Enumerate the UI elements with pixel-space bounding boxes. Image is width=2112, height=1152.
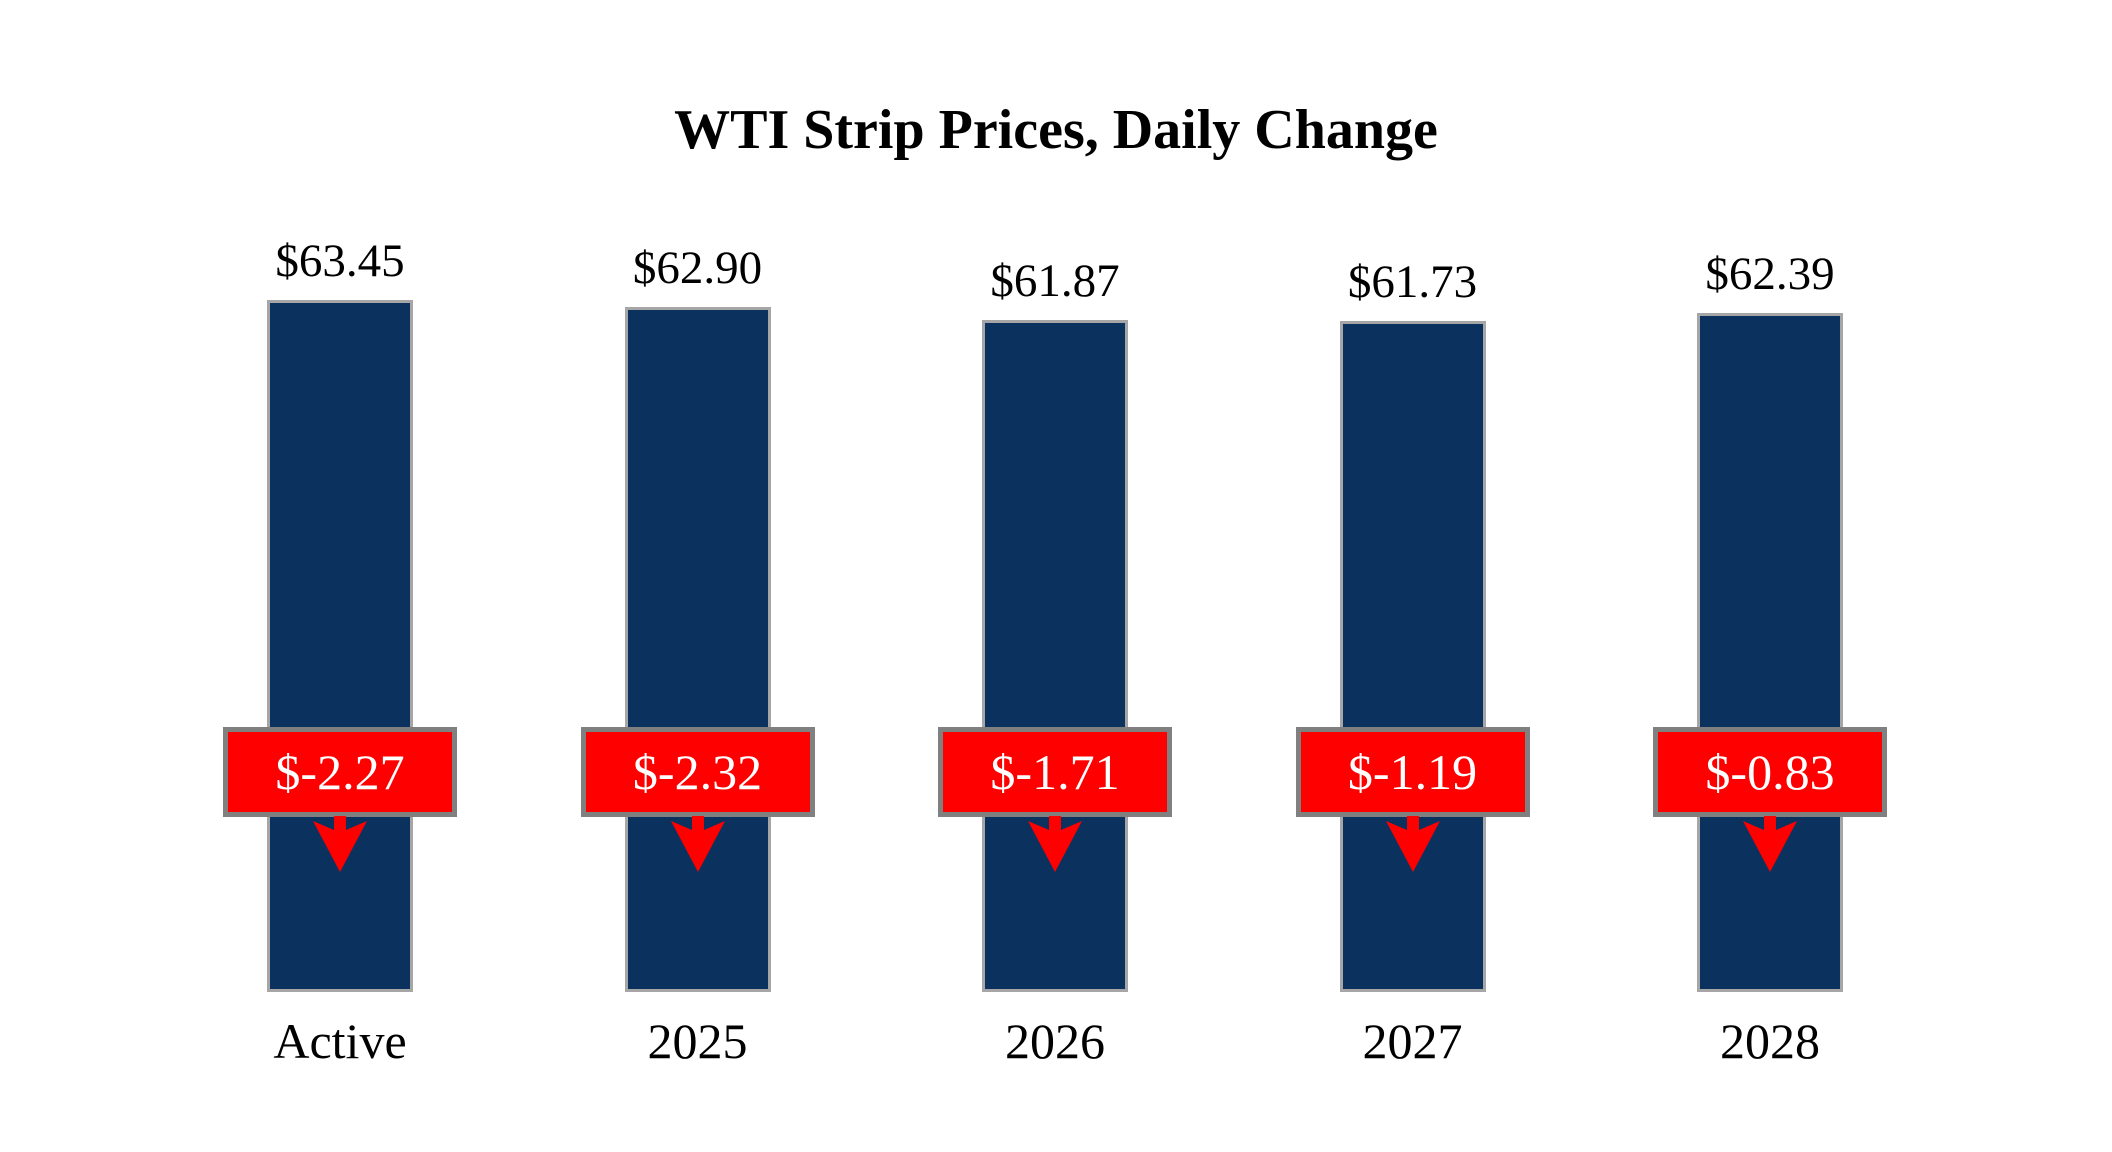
bar bbox=[982, 320, 1128, 992]
change-box: $-1.71 bbox=[938, 727, 1172, 817]
change-box: $-0.83 bbox=[1653, 727, 1887, 817]
category-label: 2027 bbox=[1362, 1013, 1463, 1069]
down-arrow-icon bbox=[313, 816, 367, 872]
change-box: $-2.32 bbox=[580, 727, 815, 817]
price-label: $63.45 bbox=[275, 235, 405, 288]
change-label: $-0.83 bbox=[1705, 744, 1835, 800]
change-label: $-2.27 bbox=[275, 744, 405, 800]
price-label: $62.39 bbox=[1705, 248, 1835, 301]
bar-group: $61.87 $-1.71 2026 bbox=[876, 0, 1234, 1152]
price-label: $61.73 bbox=[1347, 256, 1478, 309]
bar bbox=[267, 300, 413, 992]
bar bbox=[624, 307, 771, 992]
price-label: $61.87 bbox=[990, 255, 1120, 308]
bar-group: $63.45 $-2.27 Active bbox=[161, 0, 519, 1152]
down-arrow-icon bbox=[1028, 816, 1082, 872]
change-box: $-2.27 bbox=[223, 727, 457, 817]
bar-group: $62.90 $-2.32 2025 bbox=[519, 0, 877, 1152]
bar bbox=[1339, 321, 1486, 992]
down-arrow-icon bbox=[1743, 816, 1797, 872]
change-label: $-1.71 bbox=[990, 744, 1120, 800]
bar-group: $61.73 $-1.19 2027 bbox=[1234, 0, 1592, 1152]
bar-group: $62.39 $-0.83 2028 bbox=[1591, 0, 1949, 1152]
down-arrow-icon bbox=[670, 816, 725, 872]
category-label: 2028 bbox=[1720, 1013, 1820, 1069]
change-box: $-1.19 bbox=[1295, 727, 1530, 817]
category-label: 2026 bbox=[1005, 1013, 1105, 1069]
category-label: 2025 bbox=[647, 1013, 748, 1069]
chart-title: WTI Strip Prices, Daily Change bbox=[674, 99, 1438, 161]
change-label: $-2.32 bbox=[632, 744, 763, 800]
down-arrow-icon bbox=[1385, 816, 1440, 872]
price-label: $62.90 bbox=[632, 242, 763, 295]
change-label: $-1.19 bbox=[1347, 744, 1478, 800]
bar bbox=[1697, 313, 1843, 992]
category-label: Active bbox=[273, 1013, 407, 1069]
